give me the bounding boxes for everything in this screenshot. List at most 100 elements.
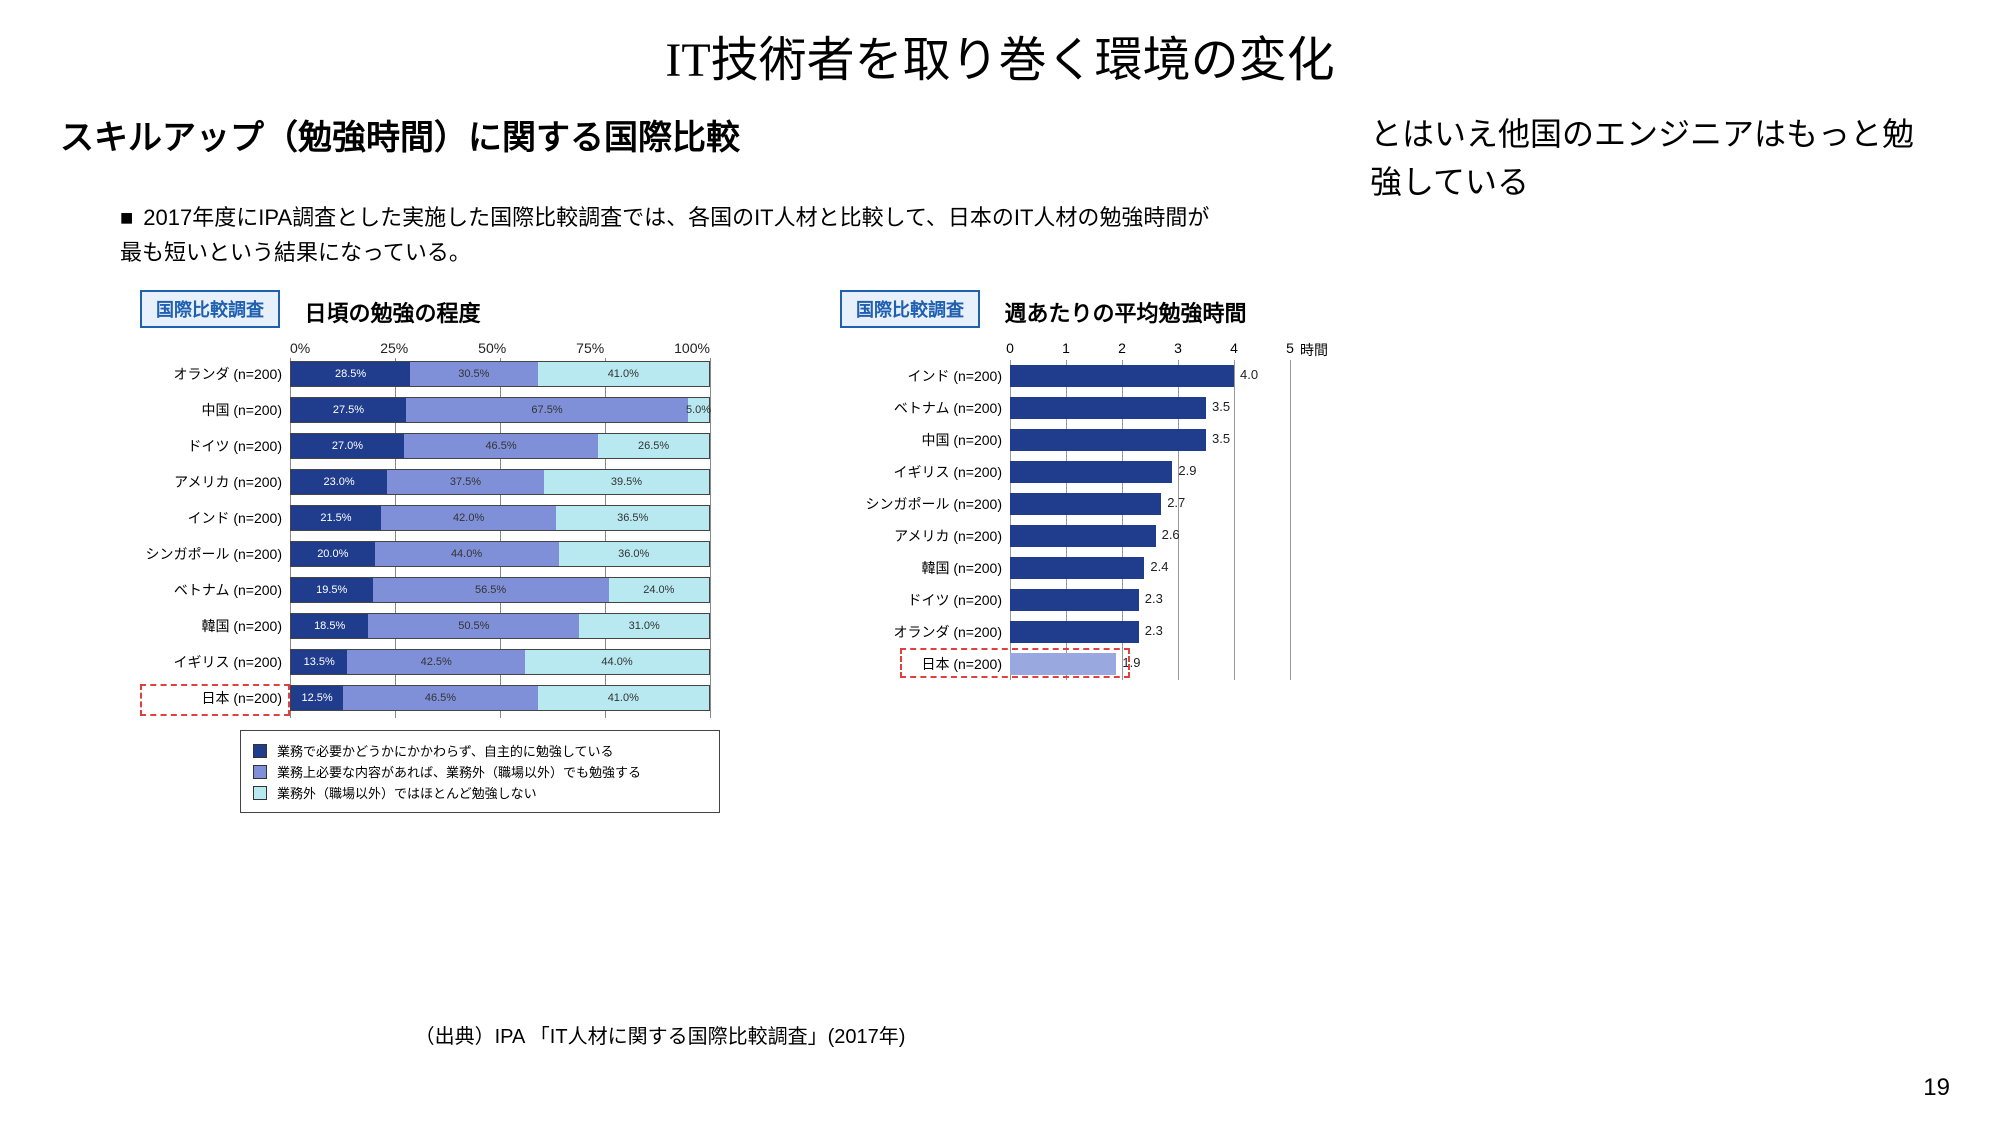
chart1-tick: 0%	[290, 340, 310, 356]
chart1-tick: 75%	[576, 340, 604, 356]
chart1-tick: 100%	[674, 340, 710, 356]
chart1-segment: 46.5%	[404, 434, 598, 458]
chart1-segment: 21.5%	[291, 506, 381, 530]
chart1-row-label: オランダ (n=200)	[140, 364, 290, 384]
chart2-row: アメリカ (n=200)2.6	[840, 520, 1340, 552]
subtitle: スキルアップ（勉強時間）に関する国際比較	[60, 110, 740, 159]
chart1-row: シンガポール (n=200)20.0%44.0%36.0%	[140, 536, 760, 572]
chart1-segment: 19.5%	[291, 578, 373, 602]
badge-left: 国際比較調査	[140, 290, 280, 328]
chart1-row: イギリス (n=200)13.5%42.5%44.0%	[140, 644, 760, 680]
chart1-row-label: ベトナム (n=200)	[140, 580, 290, 600]
chart1-segment: 27.5%	[291, 398, 406, 422]
chart1-segment: 50.5%	[368, 614, 579, 638]
chart1-row-label: インド (n=200)	[140, 508, 290, 528]
chart2-row: 韓国 (n=200)2.4	[840, 552, 1340, 584]
chart2-row-label: 韓国 (n=200)	[840, 558, 1010, 578]
chart2-row-label: 日本 (n=200)	[840, 654, 1010, 674]
chart2-tick: 4	[1230, 340, 1238, 356]
chart2-value: 4.0	[1240, 367, 1258, 382]
chart1-row: 韓国 (n=200)18.5%50.5%31.0%	[140, 608, 760, 644]
source-text: （出典）IPA 「IT人材に関する国際比較調査」(2017年)	[0, 1020, 1320, 1049]
chart2-title: 週あたりの平均勉強時間	[1004, 296, 1246, 328]
chart2-bar: 2.9	[1010, 461, 1172, 483]
chart1-segment: 36.0%	[559, 542, 709, 566]
chart1-segment: 26.5%	[598, 434, 709, 458]
chart1-segment: 24.0%	[609, 578, 709, 602]
legend-swatch	[253, 786, 267, 800]
chart2-row: イギリス (n=200)2.9	[840, 456, 1340, 488]
chart2-bar: 2.6	[1010, 525, 1156, 547]
legend-swatch	[253, 744, 267, 758]
chart1-segment: 44.0%	[375, 542, 559, 566]
chart1-row-label: イギリス (n=200)	[140, 652, 290, 672]
chart1-row-label: ドイツ (n=200)	[140, 436, 290, 456]
chart2-bar: 3.5	[1010, 429, 1206, 451]
legend-label: 業務上必要な内容があれば、業務外（職場以外）でも勉強する	[277, 762, 641, 781]
chart2-value: 3.5	[1212, 431, 1230, 446]
chart1-row: 日本 (n=200)12.5%46.5%41.0%	[140, 680, 760, 716]
chart1-row: インド (n=200)21.5%42.0%36.5%	[140, 500, 760, 536]
chart1-segment: 36.5%	[556, 506, 709, 530]
chart1-title: 日頃の勉強の程度	[304, 296, 480, 328]
chart1-segment: 39.5%	[544, 470, 709, 494]
chart2-tick: 3	[1174, 340, 1182, 356]
legend-swatch	[253, 765, 267, 779]
bullet-text: 2017年度にIPA調査とした実施した国際比較調査では、各国のIT人材と比較して…	[120, 200, 1220, 270]
chart2-row: オランダ (n=200)2.3	[840, 616, 1340, 648]
chart-avg-hours: 国際比較調査 週あたりの平均勉強時間 012345 時間 インド (n=200)…	[840, 290, 1340, 680]
chart1-segment: 46.5%	[343, 686, 537, 710]
chart1-segment: 30.5%	[410, 362, 537, 386]
chart2-bar: 2.7	[1010, 493, 1161, 515]
chart2-row: 日本 (n=200)1.9	[840, 648, 1340, 680]
chart2-row-label: ベトナム (n=200)	[840, 398, 1010, 418]
chart2-tick: 0	[1006, 340, 1014, 356]
chart2-bar: 2.4	[1010, 557, 1144, 579]
chart2-row: ドイツ (n=200)2.3	[840, 584, 1340, 616]
chart2-row: インド (n=200)4.0	[840, 360, 1340, 392]
page-number: 19	[1923, 1074, 1950, 1102]
chart1-segment: 18.5%	[291, 614, 368, 638]
chart1-segment: 42.5%	[347, 650, 525, 674]
chart-study-degree: 国際比較調査 日頃の勉強の程度 0%25%50%75%100% オランダ (n=…	[140, 290, 760, 813]
chart1-row: オランダ (n=200)28.5%30.5%41.0%	[140, 356, 760, 392]
chart2-row-label: シンガポール (n=200)	[840, 494, 1010, 514]
chart1-segment: 31.0%	[579, 614, 709, 638]
charts-area: 国際比較調査 日頃の勉強の程度 0%25%50%75%100% オランダ (n=…	[140, 290, 1340, 990]
chart1-segment: 23.0%	[291, 470, 387, 494]
legend-item: 業務上必要な内容があれば、業務外（職場以外）でも勉強する	[253, 762, 707, 781]
chart2-row: ベトナム (n=200) 3.5	[840, 392, 1340, 424]
chart1-row: ドイツ (n=200)27.0%46.5%26.5%	[140, 428, 760, 464]
chart1-segment: 56.5%	[373, 578, 609, 602]
chart1-segment: 5.0%	[688, 398, 709, 422]
chart2-row: シンガポール (n=200)2.7	[840, 488, 1340, 520]
chart2-bar: 4.0	[1010, 365, 1234, 387]
chart1-segment: 27.0%	[291, 434, 404, 458]
chart1-segment: 41.0%	[538, 686, 709, 710]
chart1-segment: 42.0%	[381, 506, 557, 530]
chart1-row-label: 中国 (n=200)	[140, 400, 290, 420]
chart2-row-label: インド (n=200)	[840, 366, 1010, 386]
legend-label: 業務で必要かどうかにかかわらず、自主的に勉強している	[277, 741, 613, 760]
page-title: IT技術者を取り巻く環境の変化	[0, 0, 2000, 90]
badge-right: 国際比較調査	[840, 290, 980, 328]
chart2-bar: 1.9	[1010, 653, 1116, 675]
chart2-value: 2.4	[1150, 559, 1168, 574]
chart2-value: 2.6	[1162, 527, 1180, 542]
chart1-row: ベトナム (n=200)19.5%56.5%24.0%	[140, 572, 760, 608]
chart2-value: 2.3	[1145, 623, 1163, 638]
chart1-segment: 28.5%	[291, 362, 410, 386]
chart1-row: アメリカ (n=200)23.0%37.5%39.5%	[140, 464, 760, 500]
chart2-tick: 2	[1118, 340, 1126, 356]
chart1-segment: 37.5%	[387, 470, 544, 494]
chart1-row-label: 韓国 (n=200)	[140, 616, 290, 636]
chart2-row: 中国 (n=200)3.5	[840, 424, 1340, 456]
chart1-row-label: 日本 (n=200)	[140, 688, 290, 708]
legend-item: 業務で必要かどうかにかかわらず、自主的に勉強している	[253, 741, 707, 760]
chart1-segment: 67.5%	[406, 398, 688, 422]
legend-item: 業務外（職場以外）ではほとんど勉強しない	[253, 783, 707, 802]
chart2-tick: 1	[1062, 340, 1070, 356]
chart1-segment: 20.0%	[291, 542, 375, 566]
chart2-value: 3.5	[1212, 399, 1230, 414]
chart2-value: 2.9	[1178, 463, 1196, 478]
